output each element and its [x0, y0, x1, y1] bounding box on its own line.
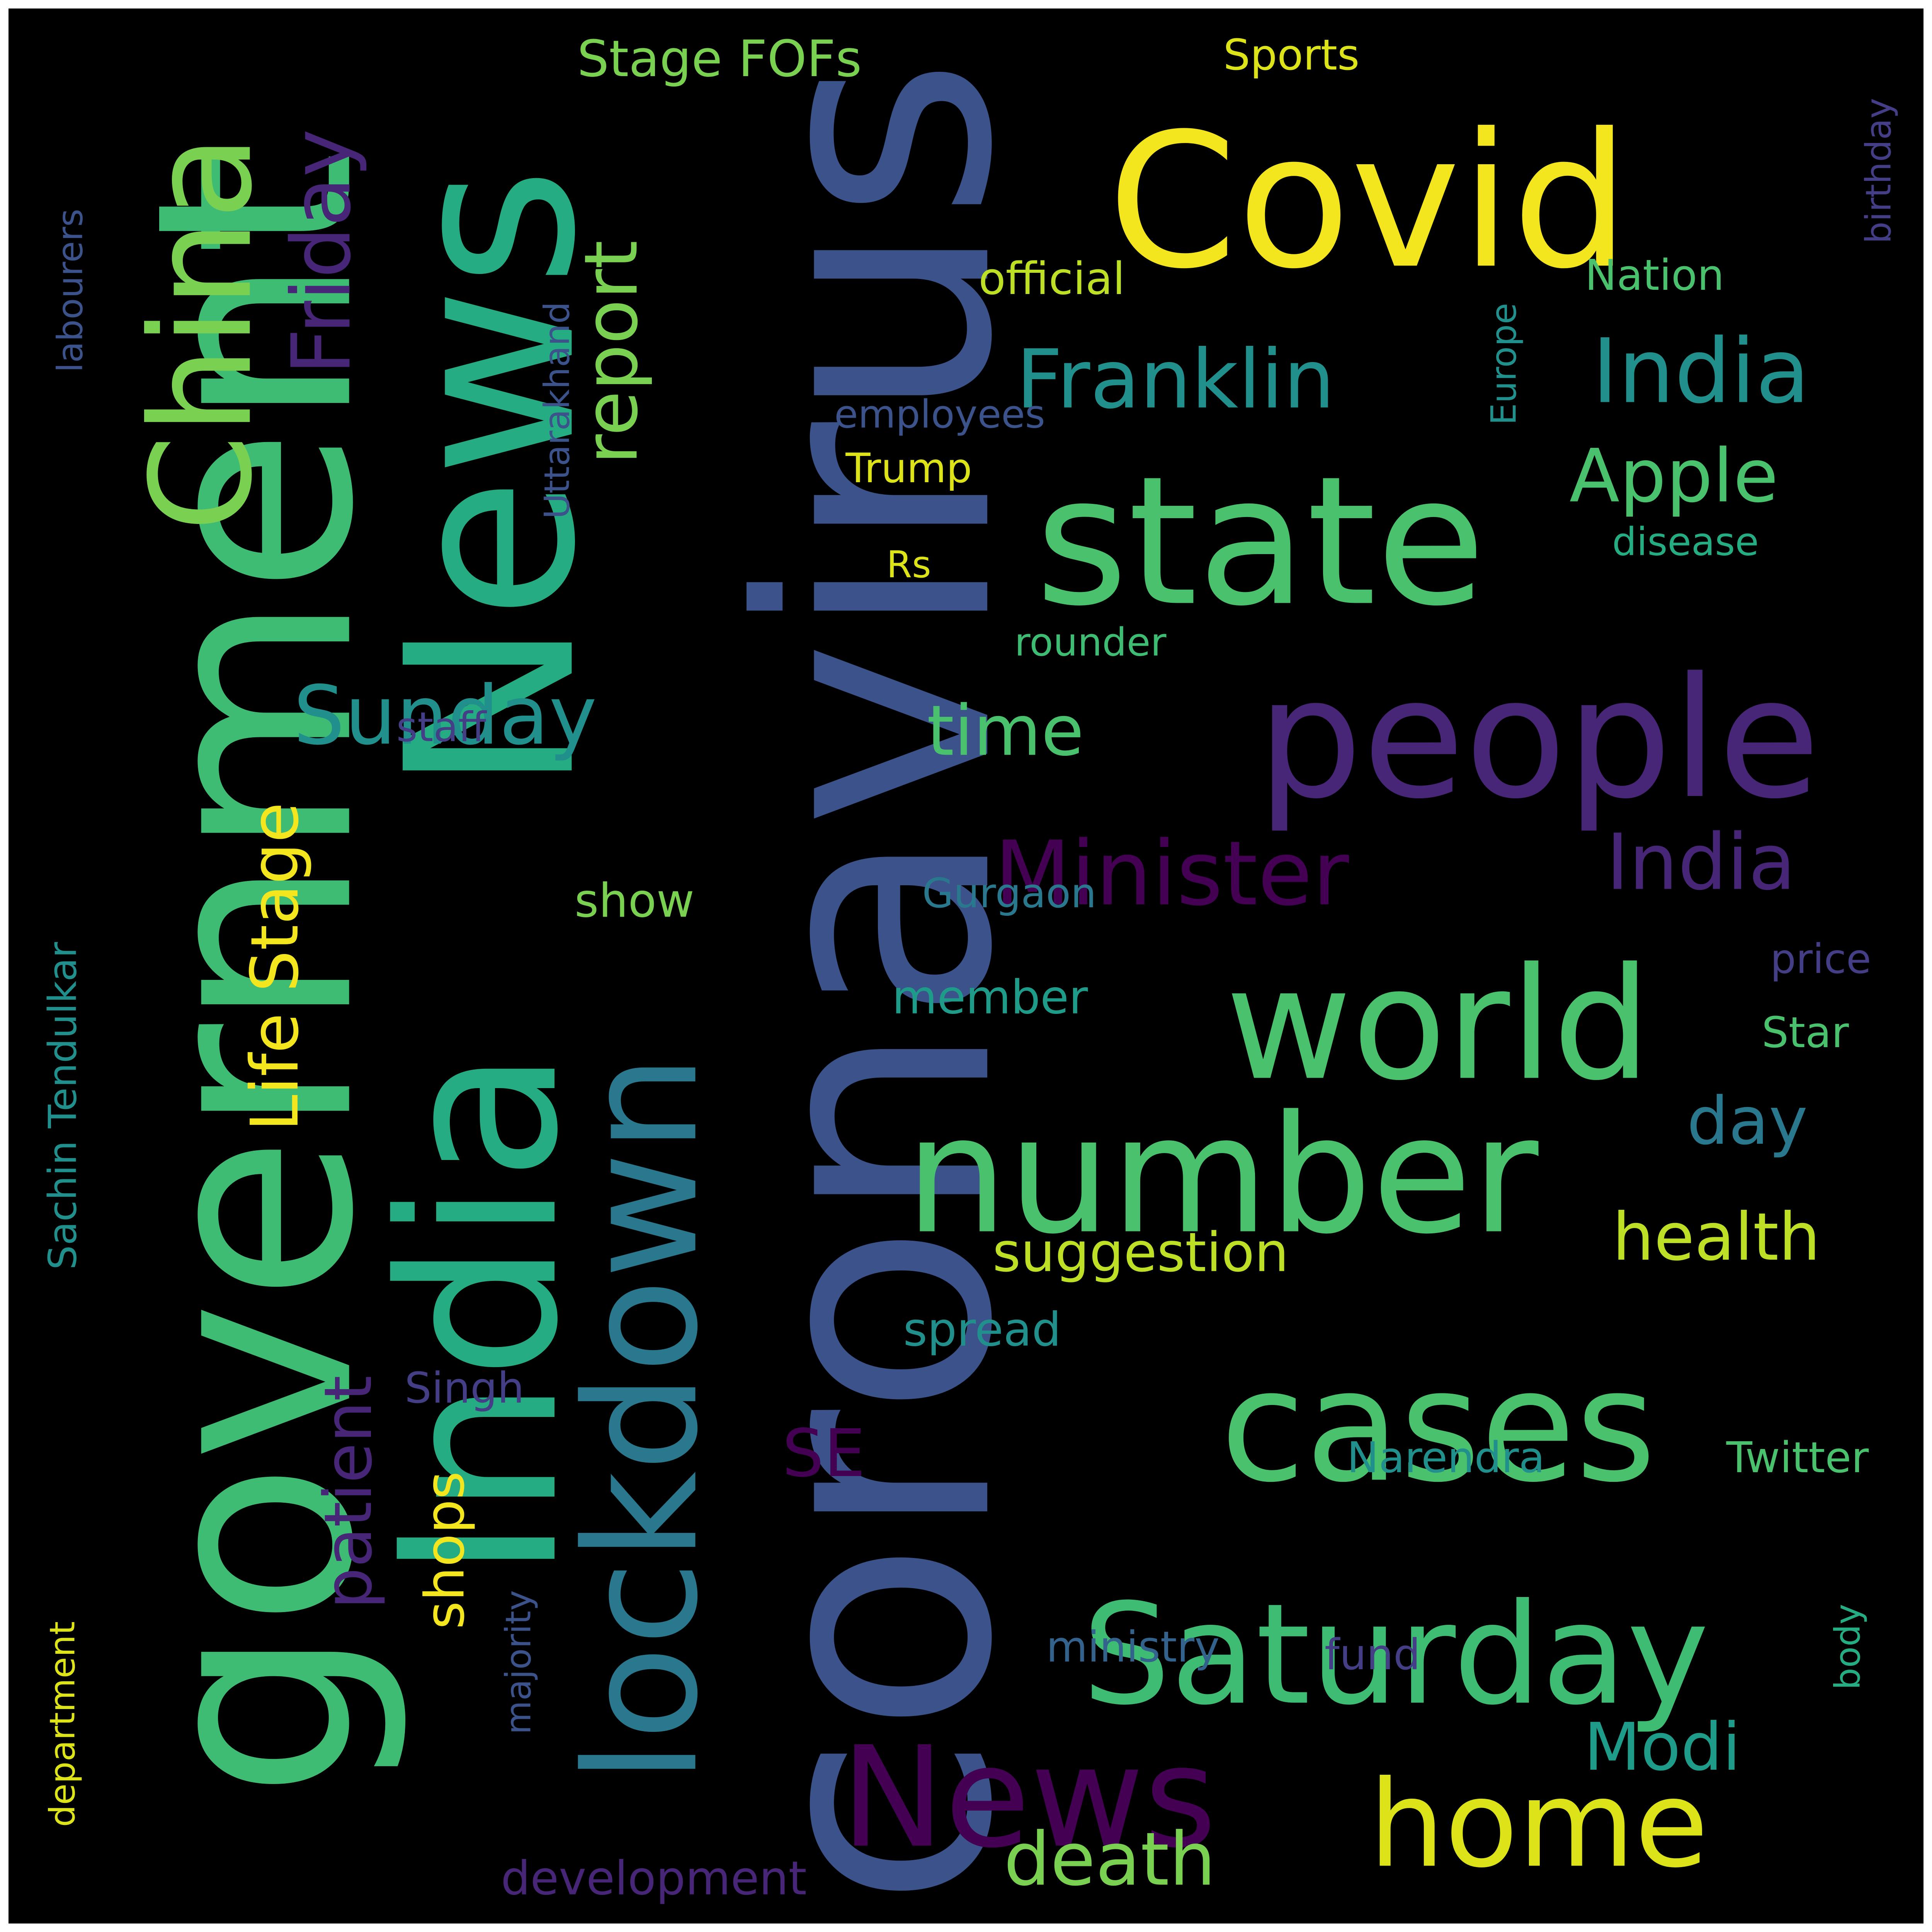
word-gurgaon-49: Gurgaon	[922, 870, 1096, 917]
word-patient-25: patient	[310, 1376, 387, 1609]
word-official-36: official	[978, 253, 1125, 305]
word-world-8: world	[1225, 935, 1651, 1115]
word-price-50: price	[1770, 935, 1871, 983]
word-sports-35: Sports	[1223, 30, 1360, 80]
word-birthday-45: birthday	[1859, 98, 1899, 243]
word-minister-17: Minister	[994, 823, 1349, 926]
word-covid-3: Covid	[1108, 94, 1630, 310]
word-labourers-46: labourers	[50, 209, 91, 372]
word-india-18: India	[1606, 818, 1796, 908]
word-narendra-55: Narendra	[1347, 1433, 1545, 1482]
word-time-23: time	[927, 691, 1084, 772]
word-development-62: development	[501, 1852, 807, 1906]
word-saturday-11: Saturday	[1082, 1574, 1709, 1736]
word-apple-22: Apple	[1570, 434, 1779, 519]
word-india-16: India	[1592, 320, 1810, 423]
word-europe-41: Europe	[1484, 303, 1524, 425]
word-stage-fofs-34: Stage FOFs	[577, 29, 862, 88]
word-ministry-59: ministry	[1046, 1622, 1220, 1672]
word-sachin-tendulkar-26: Sachin Tendulkar	[40, 942, 85, 1270]
word-number-9: number	[905, 1081, 1540, 1270]
word-nation-37: Nation	[1585, 250, 1724, 300]
word-singh-54: Singh	[405, 1363, 524, 1413]
word-shops-32: shops	[414, 1471, 477, 1629]
word-suggestion-29: suggestion	[993, 1221, 1289, 1284]
word-uttarakhand-38: Uttarakhand	[537, 302, 578, 519]
word-china-5: China	[121, 134, 283, 532]
word-rs-43: Rs	[886, 544, 931, 586]
word-staff-47: staff	[396, 704, 487, 751]
word-friday-19: Friday	[274, 129, 369, 375]
word-star-52: Star	[1762, 1008, 1849, 1057]
word-report-20: report	[569, 240, 654, 464]
word-body-61: body	[1828, 1604, 1868, 1690]
word-department-57: department	[43, 1621, 83, 1827]
word-day-27: day	[1687, 1083, 1808, 1160]
word-home-13: home	[1369, 1755, 1709, 1895]
word-government-1: government	[99, 150, 413, 1799]
word-cases-10: cases	[1220, 1337, 1656, 1517]
word-trump-40: Trump	[845, 445, 972, 492]
word-cloud-background	[9, 9, 1923, 1923]
word-member-51: member	[892, 971, 1088, 1025]
word-sunday-21: Sunday	[293, 668, 597, 763]
word-spread-53: spread	[903, 1303, 1061, 1357]
word-life-stage-24: Life Stage	[237, 802, 313, 1131]
word-lockdown-14: lockdown	[553, 1054, 732, 1784]
word-twitter-56: Twitter	[1726, 1433, 1869, 1482]
word-people-7: people	[1257, 642, 1820, 835]
word-india-4: India	[354, 1049, 606, 1580]
word-death-30: death	[1004, 1817, 1216, 1902]
word-franklin-15: Franklin	[1016, 332, 1335, 427]
word-rounder-44: rounder	[1015, 620, 1167, 665]
word-disease-42: disease	[1612, 519, 1759, 565]
word-coronavirus-0: coronavirus	[694, 56, 1062, 1908]
word-news-2: News	[357, 167, 627, 793]
word-health-28: health	[1612, 1199, 1820, 1276]
word-news-12: News	[841, 1717, 1217, 1879]
word-se-33: SE	[782, 1415, 865, 1492]
word-fund-60: fund	[1325, 1630, 1420, 1679]
word-majority-58: majority	[498, 1590, 539, 1734]
word-show-48: show	[575, 874, 694, 928]
word-cloud-canvas: coronavirus government News Covid India China…	[9, 9, 1923, 1923]
word-state-6: state	[1035, 439, 1485, 645]
word-employees-39: employees	[834, 392, 1045, 437]
word-modi-31: Modi	[1584, 1709, 1741, 1786]
